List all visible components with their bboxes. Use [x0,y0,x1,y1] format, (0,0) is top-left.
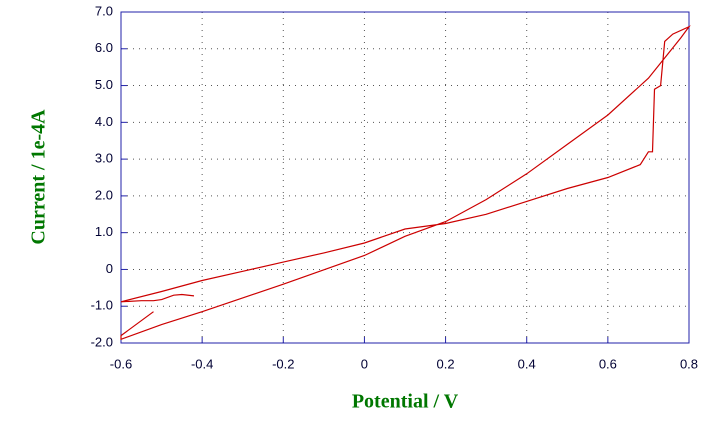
x-tick-label: -0.2 [272,356,294,371]
y-tick-label: 7.0 [95,3,113,18]
y-tick-label: 3.0 [95,151,113,166]
data-line [120,25,691,341]
x-tick-label: 0.4 [518,356,536,371]
x-axis-label: Potential / V [352,391,459,413]
x-tick-label: 0 [361,356,368,371]
plot-frame [120,11,690,344]
y-tick-label: 6.0 [95,40,113,55]
x-tick-label: 0.8 [680,356,698,371]
x-tick-label: 0.2 [437,356,455,371]
x-tick-label: 0.6 [599,356,617,371]
x-tick-label: -0.4 [191,356,213,371]
y-tick-label: 2.0 [95,187,113,202]
x-tick-label: -0.6 [110,356,132,371]
y-tick-label: 0 [106,261,113,276]
y-tick-label: -2.0 [91,334,113,349]
y-tick-label: 4.0 [95,114,113,129]
y-tick-label: -1.0 [91,298,113,313]
y-tick-label: 1.0 [95,224,113,239]
y-axis-label: Current / 1e-4A [28,109,50,245]
y-tick-label: 5.0 [95,77,113,92]
